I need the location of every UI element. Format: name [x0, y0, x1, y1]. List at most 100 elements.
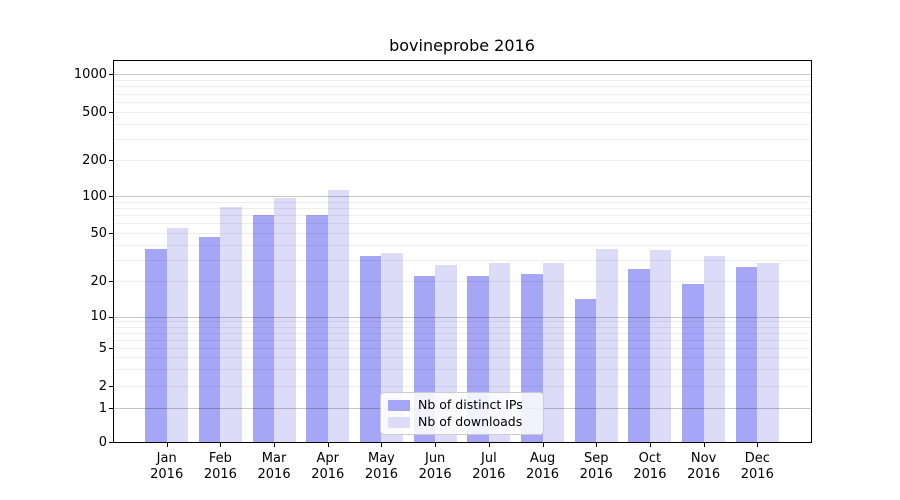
bar-distinct-ips [306, 215, 328, 442]
x-tick-mark [435, 443, 436, 447]
plot-right-spine [811, 60, 812, 443]
minor-gridline [113, 326, 811, 328]
bar-distinct-ips [145, 248, 167, 442]
minor-gridline [113, 79, 811, 81]
x-tick-mark [596, 443, 597, 447]
y-tick-mark [109, 317, 113, 318]
plot-top-spine [113, 60, 812, 61]
y-tick-mark [109, 348, 113, 349]
x-tick-mark [167, 443, 168, 447]
x-tick-mark [543, 443, 544, 447]
legend-entry-downloads: Nb of downloads [381, 415, 543, 429]
minor-gridline [113, 259, 811, 261]
bar-downloads [757, 263, 779, 442]
bar-downloads [220, 206, 242, 442]
x-tick-mark [757, 443, 758, 447]
y-tick-mark [109, 408, 113, 409]
x-tick-label: Jun 2016 [418, 451, 452, 482]
x-tick-label: Apr 2016 [311, 451, 345, 482]
legend-swatch-distinct-ips [388, 399, 410, 411]
x-tick-mark [650, 443, 651, 447]
minor-gridline [113, 215, 811, 217]
y-tick-mark [109, 442, 113, 443]
minor-gridline [113, 357, 811, 359]
bar-downloads [649, 250, 672, 442]
bar-distinct-ips [682, 283, 704, 442]
minor-gridline [113, 233, 811, 234]
major-gridline [113, 74, 811, 75]
bar-distinct-ips [735, 267, 758, 442]
minor-gridline [113, 138, 811, 140]
bar-downloads [274, 197, 296, 442]
minor-gridline [113, 332, 811, 334]
chart-title: bovineprobe 2016 [389, 36, 535, 55]
y-tick-label: 5 [98, 340, 107, 356]
minor-gridline [113, 207, 811, 209]
plot-area [113, 60, 811, 442]
y-tick-label: 200 [82, 152, 107, 168]
x-tick-label: May 2016 [364, 451, 398, 482]
y-tick-label: 1 [98, 400, 107, 416]
bar-downloads [166, 227, 189, 442]
legend-swatch-downloads [388, 416, 410, 428]
minor-gridline [113, 112, 811, 113]
major-gridline [113, 316, 811, 318]
y-tick-mark [109, 112, 113, 113]
minor-gridline [113, 102, 811, 103]
x-axis-line [113, 442, 812, 443]
x-tick-label: Feb 2016 [203, 451, 237, 482]
y-tick-mark [109, 281, 113, 282]
minor-gridline [113, 201, 811, 203]
minor-gridline [113, 160, 811, 161]
x-tick-mark [274, 443, 275, 447]
x-tick-mark [704, 443, 705, 447]
x-tick-mark [328, 443, 329, 447]
chart-legend: Nb of distinct IPs Nb of downloads [380, 392, 544, 435]
minor-gridline [113, 93, 811, 95]
y-tick-mark [109, 233, 113, 234]
y-tick-mark [109, 386, 113, 387]
x-tick-label: Jul 2016 [472, 451, 506, 482]
minor-gridline [113, 123, 811, 125]
y-tick-label: 100 [82, 188, 107, 204]
x-tick-label: Dec 2016 [740, 451, 774, 482]
minor-gridline [113, 223, 811, 225]
y-tick-mark [109, 160, 113, 161]
legend-label-distinct-ips: Nb of distinct IPs [418, 397, 523, 412]
legend-label-downloads: Nb of downloads [418, 414, 523, 429]
x-tick-label: Jan 2016 [150, 451, 184, 482]
y-tick-mark [109, 74, 113, 75]
y-tick-label: 50 [90, 225, 107, 241]
bar-downloads [703, 256, 726, 442]
y-tick-label: 0 [98, 434, 107, 450]
y-tick-label: 2 [98, 378, 107, 394]
minor-gridline [113, 386, 811, 387]
y-tick-label: 1000 [73, 66, 107, 82]
y-tick-mark [109, 196, 113, 197]
major-gridline [113, 196, 811, 197]
bar-distinct-ips [252, 215, 275, 442]
x-tick-mark [220, 443, 221, 447]
bar-downloads [542, 263, 565, 442]
minor-gridline [113, 348, 811, 349]
minor-gridline [113, 281, 811, 282]
bar-downloads [596, 248, 618, 442]
y-tick-label: 10 [90, 309, 107, 324]
x-tick-label: Sep 2016 [579, 451, 613, 482]
minor-gridline [113, 321, 811, 323]
bar-downloads [327, 189, 350, 442]
minor-gridline [113, 339, 811, 341]
y-tick-label: 500 [82, 104, 107, 120]
minor-gridline [113, 244, 811, 246]
x-tick-label: Mar 2016 [257, 451, 291, 482]
x-tick-mark [489, 443, 490, 447]
x-tick-label: Oct 2016 [633, 451, 667, 482]
x-tick-mark [381, 443, 382, 447]
minor-gridline [113, 86, 811, 88]
y-axis-line [113, 60, 114, 443]
x-tick-label: Aug 2016 [525, 451, 560, 482]
bar-distinct-ips [574, 299, 597, 442]
minor-gridline [113, 369, 811, 371]
bar-distinct-ips [628, 269, 650, 442]
